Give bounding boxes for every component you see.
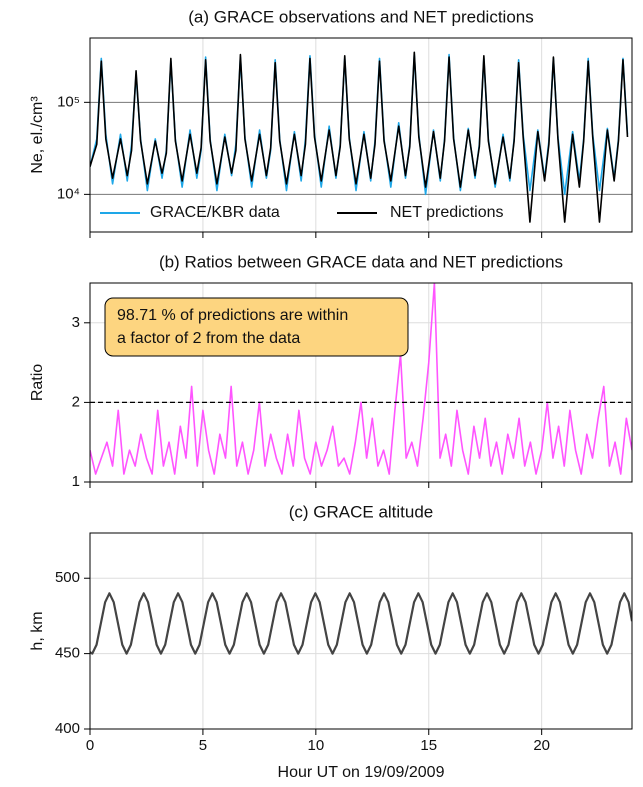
legend-label: GRACE/KBR data — [150, 204, 280, 221]
series-line — [90, 592, 632, 655]
y-axis-label: Ratio — [29, 364, 46, 401]
y-tick-label: 1 — [72, 473, 80, 490]
panel-title: (c) GRACE altitude — [289, 502, 434, 521]
series-line — [90, 283, 632, 475]
x-tick-label: 5 — [199, 737, 207, 754]
x-tick-label: 0 — [86, 737, 94, 754]
legend-label: NET predictions — [390, 204, 504, 221]
annotation-text: 98.71 % of predictions are within — [117, 307, 348, 324]
x-tick-label: 20 — [533, 737, 550, 754]
panel-title: (a) GRACE observations and NET predictio… — [188, 7, 534, 26]
y-axis-label: Ne, el./cm³ — [29, 96, 46, 174]
y-axis-label: h, km — [29, 611, 46, 650]
panel-title: (b) Ratios between GRACE data and NET pr… — [159, 252, 563, 271]
y-tick-label: 10⁴ — [57, 185, 80, 202]
x-tick-label: 15 — [420, 737, 437, 754]
annotation-box — [104, 297, 409, 357]
y-tick-label: 2 — [72, 393, 80, 410]
series-line — [90, 51, 629, 223]
y-tick-label: 400 — [55, 720, 80, 737]
y-tick-label: 450 — [55, 645, 80, 662]
plot-frame — [89, 532, 633, 730]
y-tick-label: 3 — [72, 314, 80, 331]
annotation-text: a factor of 2 from the data — [117, 330, 300, 347]
y-tick-label: 10⁵ — [57, 93, 80, 110]
y-tick-label: 500 — [55, 569, 80, 586]
plot-frame — [89, 37, 633, 233]
x-axis-label: Hour UT on 19/09/2009 — [278, 764, 445, 781]
plot-frame — [89, 282, 633, 483]
x-tick-label: 10 — [307, 737, 324, 754]
